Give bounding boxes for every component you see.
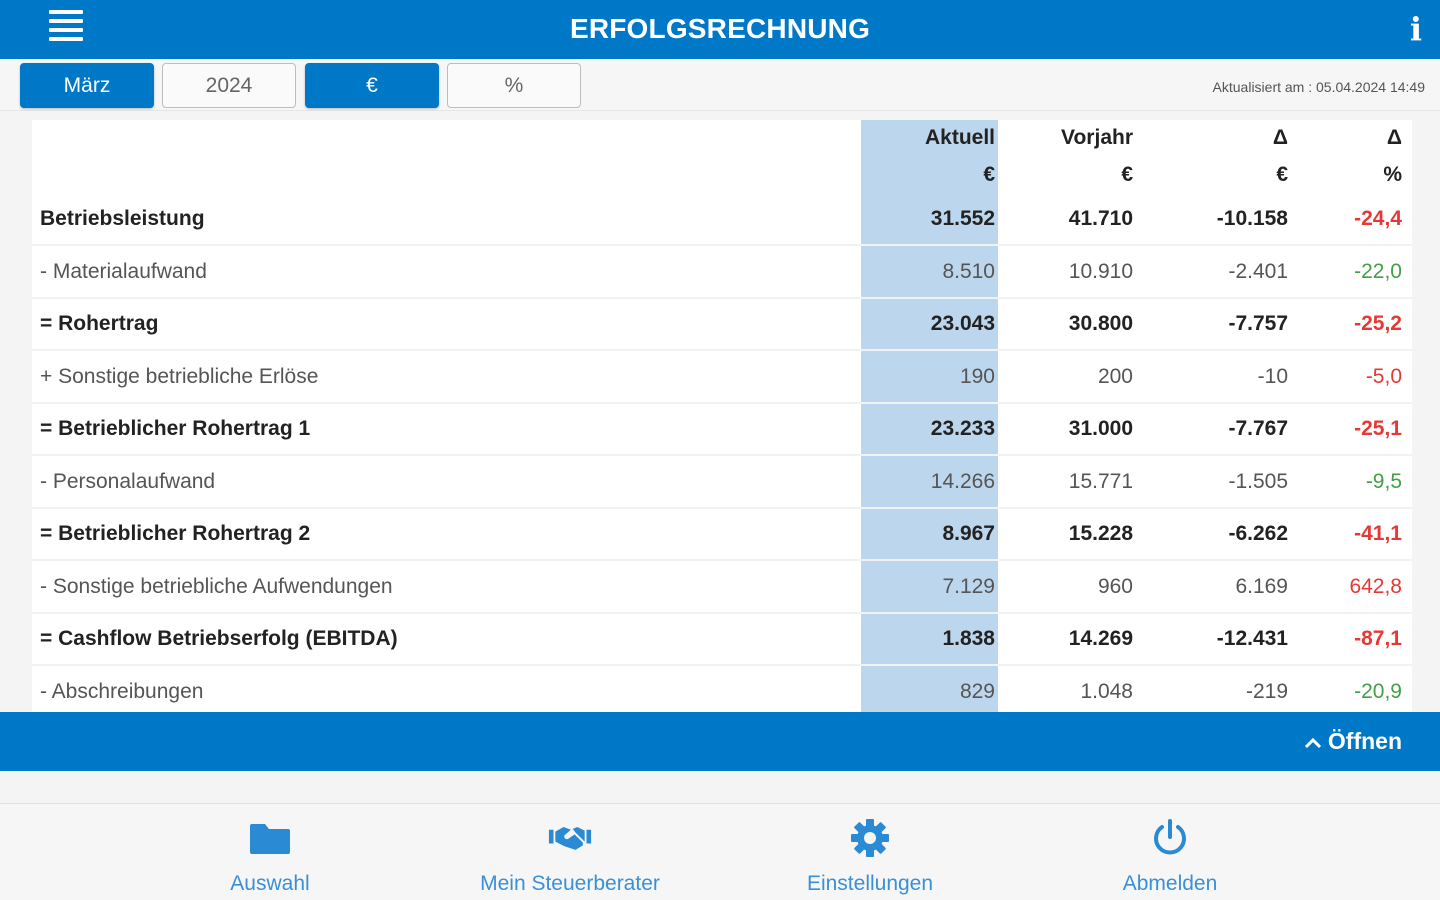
table-row[interactable]: Betriebsleistung 31.552 41.710 -10.158 -… [32,194,1412,246]
cell-aktuell: 7.129 [942,575,995,598]
cell-delta: 6.169 [1235,575,1288,598]
row-label: = Betrieblicher Rohertrag 1 [40,417,311,440]
cell-vorjahr: 200 [1097,365,1133,388]
cell-aktuell: 190 [959,365,995,388]
cell-delta: -10.158 [1216,207,1288,230]
cell-delta: -2.401 [1228,260,1288,283]
unit-aktuell: € [983,163,995,186]
header-vorjahr: Vorjahr [1061,126,1133,149]
income-statement-table[interactable]: Aktuell Vorjahr Δ Δ € € € % Betriebsleis… [32,120,1412,712]
hamburger-menu-icon[interactable] [46,9,86,47]
month-filter-button[interactable]: März [20,63,154,108]
cell-delta-percent: -24,4 [1354,207,1402,230]
percent-toggle-button[interactable]: % [447,63,581,108]
cell-vorjahr: 960 [1097,575,1133,598]
row-label: = Rohertrag [40,312,159,335]
cell-delta: -7.767 [1228,417,1288,440]
header-delta-percent: Δ [1386,126,1402,149]
header-aktuell: Aktuell [924,126,995,149]
page-title: ERFOLGSRECHNUNG [569,13,871,44]
row-label: - Abschreibungen [40,680,204,703]
bottom-navigation: Auswahl Mein Steuerberater E [0,803,1440,900]
cell-vorjahr: 15.228 [1068,522,1133,545]
nav-label: Mein Steuerberater [480,872,660,895]
last-updated-text: Aktualisiert am : 05.04.2024 14:49 [1212,79,1425,95]
cell-delta-percent: -22,0 [1354,260,1402,283]
open-details-bar[interactable]: Öffnen [0,712,1440,771]
open-label: Öffnen [1327,728,1402,754]
chevron-up-icon [1304,737,1321,748]
cell-aktuell: 14.266 [930,470,995,493]
nav-abmelden[interactable]: Abmelden [1020,814,1320,896]
nav-label: Einstellungen [806,872,934,895]
cell-delta: -12.431 [1216,627,1288,650]
header-delta: Δ [1272,126,1288,149]
nav-auswahl[interactable]: Auswahl [120,814,420,896]
gear-icon [851,819,889,857]
table-header: Aktuell Vorjahr Δ Δ € € € % [32,120,1412,194]
table-row[interactable]: = Cashflow Betriebserfolg (EBITDA) 1.838… [32,614,1412,666]
cell-aktuell: 1.838 [942,627,995,650]
cell-aktuell: 8.967 [942,522,995,545]
table-row[interactable]: = Betrieblicher Rohertrag 2 8.967 15.228… [32,509,1412,561]
cell-vorjahr: 15.771 [1068,470,1133,493]
row-label: = Betrieblicher Rohertrag 2 [40,522,311,545]
table-row[interactable]: + Sonstige betriebliche Erlöse 190 200 -… [32,352,1412,404]
table-row[interactable]: = Rohertrag 23.043 30.800 -7.757 -25,2 [32,299,1412,351]
row-label: - Personalaufwand [40,470,216,493]
row-label: = Cashflow Betriebserfolg (EBITDA) [40,627,398,650]
cell-delta-percent: -41,1 [1354,522,1402,545]
nav-einstellungen[interactable]: Einstellungen [720,814,1020,896]
cell-aktuell: 23.043 [930,312,995,335]
table-row[interactable]: - Abschreibungen 829 1.048 -219 -20,9 [32,667,1412,712]
cell-delta: -219 [1245,680,1288,703]
row-label: - Sonstige betriebliche Aufwendungen [40,575,393,598]
nav-label: Auswahl [230,872,310,895]
cell-aktuell: 8.510 [942,260,995,283]
cell-delta-percent: 642,8 [1349,575,1402,598]
cell-vorjahr: 41.710 [1068,207,1133,230]
cell-delta-percent: -20,9 [1354,680,1402,703]
cell-vorjahr: 10.910 [1068,260,1133,283]
row-label: - Materialaufwand [40,260,207,283]
cell-delta: -10 [1257,365,1288,388]
folder-icon [250,824,290,854]
cell-delta-percent: -25,1 [1354,417,1402,440]
unit-delta: € [1276,163,1288,186]
cell-vorjahr: 30.800 [1068,312,1133,335]
cell-vorjahr: 31.000 [1068,417,1133,440]
cell-aktuell: 23.233 [930,417,995,440]
power-icon [1154,819,1186,855]
cell-vorjahr: 1.048 [1080,680,1133,703]
row-label: + Sonstige betriebliche Erlöse [40,365,319,388]
unit-vorjahr: € [1121,163,1133,186]
table-row[interactable]: - Materialaufwand 8.510 10.910 -2.401 -2… [32,247,1412,299]
nav-mein-steuerberater[interactable]: Mein Steuerberater [420,814,720,896]
cell-delta: -6.262 [1228,522,1288,545]
cell-delta-percent: -5,0 [1365,365,1402,388]
row-label: Betriebsleistung [40,207,205,230]
cell-delta-percent: -87,1 [1354,627,1402,650]
filter-bar: März 2024 € % Aktualisiert am : 05.04.20… [0,59,1440,111]
cell-aktuell: 31.552 [930,207,995,230]
open-button[interactable]: Öffnen [1304,728,1402,755]
table-row[interactable]: - Sonstige betriebliche Aufwendungen 7.1… [32,562,1412,614]
cell-delta: -7.757 [1228,312,1288,335]
cell-delta-percent: -25,2 [1354,312,1402,335]
table-row[interactable]: - Personalaufwand 14.266 15.771 -1.505 -… [32,457,1412,509]
currency-toggle-button[interactable]: € [305,63,439,108]
year-filter-button[interactable]: 2024 [162,63,296,108]
info-icon[interactable]: i [1409,10,1423,48]
cell-aktuell: 829 [959,680,995,703]
app-bar: ERFOLGSRECHNUNG i [0,0,1440,59]
table-row[interactable]: = Betrieblicher Rohertrag 1 23.233 31.00… [32,404,1412,456]
cell-delta: -1.505 [1228,470,1288,493]
nav-label: Abmelden [1122,872,1218,895]
unit-delta-percent: % [1383,163,1402,186]
handshake-icon [548,827,592,850]
cell-delta-percent: -9,5 [1365,470,1402,493]
cell-vorjahr: 14.269 [1068,627,1133,650]
